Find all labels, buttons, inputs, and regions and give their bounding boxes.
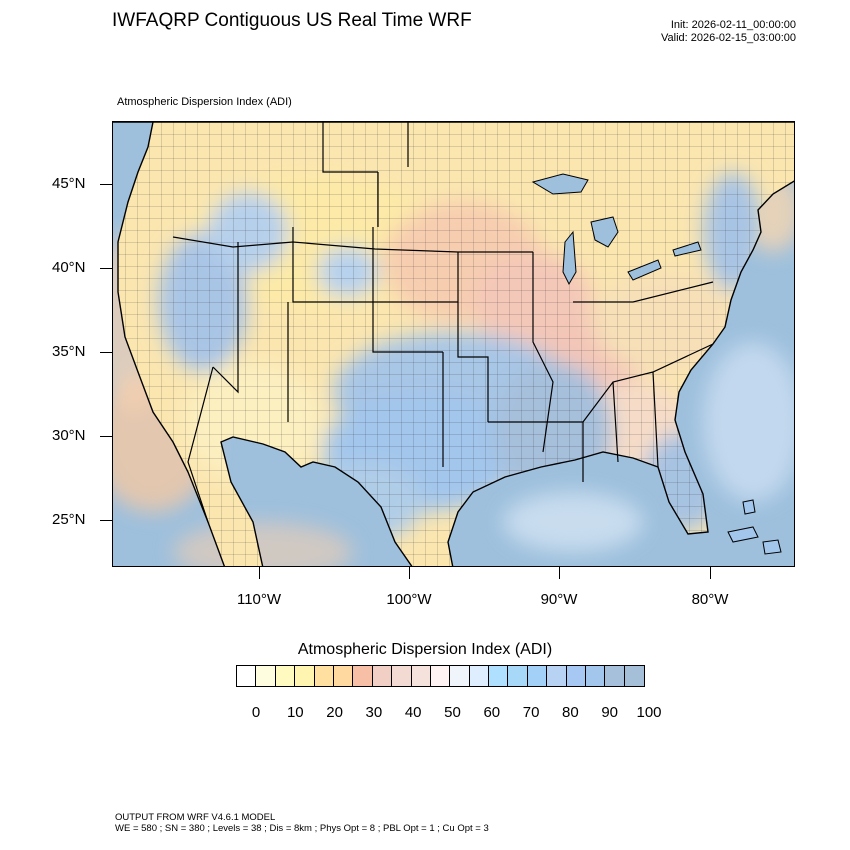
colorbar-tick-label: 10 — [286, 704, 304, 721]
colorbar-swatch — [430, 666, 451, 686]
colorbar-swatch — [586, 666, 606, 686]
lat-tick — [100, 520, 112, 521]
footer-model: OUTPUT FROM WRF V4.6.1 MODEL — [115, 812, 276, 823]
state-borders — [172, 122, 714, 523]
footer-config: WE = 580 ; SN = 380 ; Levels = 38 ; Dis … — [115, 823, 489, 834]
great-lakes — [531, 173, 702, 286]
colorbar-swatch — [295, 666, 315, 686]
colorbar-tick-label: 90 — [601, 704, 619, 721]
colorbar — [236, 665, 646, 687]
chart-title: IWFAQRP Contiguous US Real Time WRF — [112, 10, 472, 31]
colorbar-tick-label: 80 — [562, 704, 579, 721]
colorbar-swatch — [547, 666, 567, 686]
colorbar-swatch — [256, 666, 276, 686]
lon-tick — [710, 567, 711, 579]
map-panel — [112, 121, 795, 567]
colorbar-swatch — [450, 666, 470, 686]
lon-label-100: 100°W — [386, 591, 432, 608]
colorbar-swatch — [237, 666, 257, 686]
colorbar-swatch — [469, 666, 490, 686]
colorbar-tick-label: 50 — [444, 704, 461, 721]
lon-label-90: 90°W — [540, 591, 578, 608]
colorbar-swatch — [411, 666, 431, 686]
field-label: Atmospheric Dispersion Index (ADI) — [117, 96, 292, 108]
lat-tick — [100, 352, 112, 353]
colorbar-tick-label: 0 — [251, 704, 261, 721]
init-time: Init: 2026-02-11_00:00:00 — [670, 19, 796, 31]
colorbar-tick-label: 30 — [365, 704, 383, 721]
colorbar-tick-label: 20 — [326, 704, 343, 721]
lat-label-30: 30°N — [52, 427, 86, 444]
colorbar-swatch — [624, 666, 645, 686]
colorbar-swatch — [314, 666, 334, 686]
colorbar-swatch — [392, 666, 412, 686]
lat-label-35: 35°N — [52, 343, 86, 360]
lat-tick — [100, 184, 112, 185]
colorbar-swatch — [353, 666, 373, 686]
colorbar-tick-label: 100 — [636, 704, 662, 721]
lon-tick — [259, 567, 260, 579]
lat-tick — [100, 268, 112, 269]
lat-label-25: 25°N — [52, 511, 86, 528]
caribbean-islands — [727, 499, 782, 555]
lat-label-45: 45°N — [52, 175, 86, 192]
colorbar-swatch — [275, 666, 296, 686]
colorbar-swatch — [566, 666, 587, 686]
colorbar-swatch — [527, 666, 548, 686]
dispersion-map — [113, 122, 794, 566]
colorbar-swatch — [605, 666, 625, 686]
colorbar-swatch — [372, 666, 393, 686]
colorbar-tick-label: 60 — [483, 704, 501, 721]
colorbar-swatch — [333, 666, 354, 686]
lon-tick — [409, 567, 410, 579]
land-field — [113, 122, 794, 566]
colorbar-swatch — [489, 666, 509, 686]
lat-label-40: 40°N — [52, 259, 86, 276]
valid-time: Valid: 2026-02-15_03:00:00 — [661, 32, 796, 44]
colorbar-swatch — [508, 666, 528, 686]
lon-label-80: 80°W — [691, 591, 729, 608]
colorbar-tick-label: 40 — [404, 704, 422, 721]
lat-tick — [100, 436, 112, 437]
legend-title: Atmospheric Dispersion Index (ADI) — [297, 641, 553, 658]
lon-tick — [559, 567, 560, 579]
colorbar-tick-label: 70 — [522, 704, 540, 721]
lon-label-110: 110°W — [236, 591, 282, 608]
